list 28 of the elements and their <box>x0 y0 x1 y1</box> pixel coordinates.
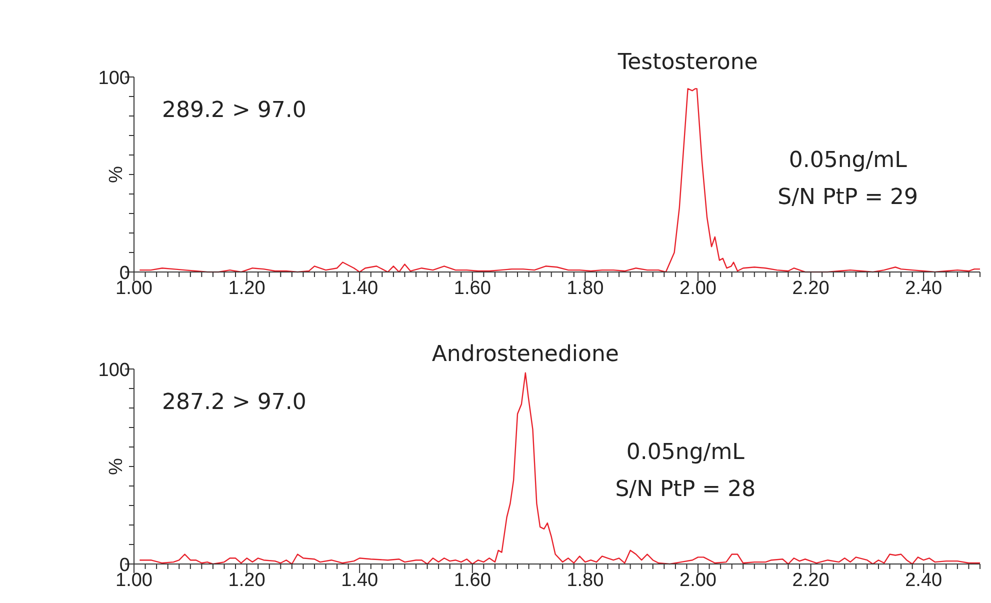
x-tick-label: 2.20 <box>792 570 830 591</box>
annotation: 0.05ng/mL <box>626 440 746 465</box>
chart-title: Androstenedione <box>432 342 619 367</box>
x-tick-label: 1.20 <box>228 278 266 299</box>
line-series <box>139 88 981 273</box>
x-tick-label: 1.80 <box>566 278 604 299</box>
x-tick-label: 1.60 <box>454 570 491 591</box>
x-tick-label: 2.40 <box>905 278 942 299</box>
x-tick-label: 2.40 <box>905 570 942 591</box>
x-tick-label: 1.40 <box>341 278 378 299</box>
x-tick-label: 2.00 <box>680 278 716 299</box>
annotation: 289.2 > 97.0 <box>162 98 306 123</box>
x-tick-label: 1.80 <box>566 570 604 591</box>
x-tick-label: 1.40 <box>341 570 378 591</box>
line-series <box>139 372 981 565</box>
annotation: 287.2 > 97.0 <box>162 390 306 415</box>
y-tick-label: 100 <box>98 360 130 381</box>
chart-title: Testosterone <box>616 50 758 75</box>
annotation: S/N PtP = 28 <box>615 477 756 502</box>
y-axis-title: % <box>106 166 127 183</box>
x-tick-label: 2.20 <box>792 278 830 299</box>
x-tick-label: 2.00 <box>680 570 716 591</box>
x-tick-label: 1.20 <box>228 570 266 591</box>
annotation: 0.05ng/mL <box>788 148 908 173</box>
y-axis-title: % <box>106 458 127 475</box>
y-tick-label: 100 <box>98 68 130 89</box>
x-tick-label: 1.60 <box>454 278 491 299</box>
annotation: S/N PtP = 29 <box>778 185 918 210</box>
